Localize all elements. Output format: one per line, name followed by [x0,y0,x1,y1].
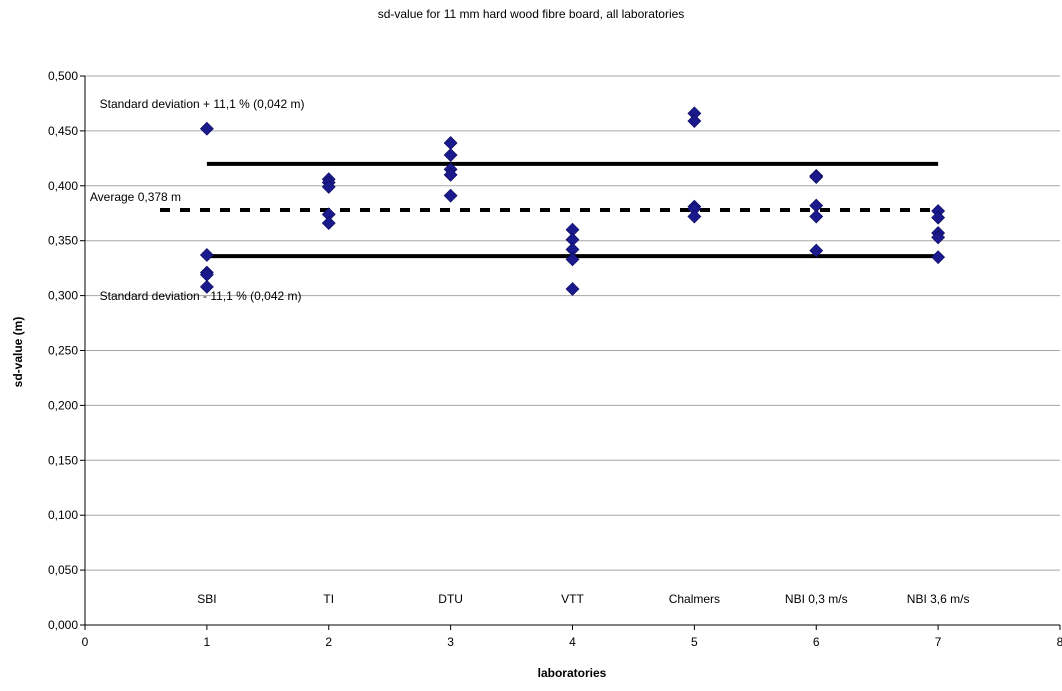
category-label: NBI 0,3 m/s [785,592,848,606]
y-tick-label: 0,150 [48,453,78,467]
data-point [565,282,580,296]
data-point [809,243,824,258]
data-point [443,148,458,162]
category-label: DTU [438,592,463,606]
data-point [321,179,336,194]
y-axis-label: sd-value (m) [11,317,25,388]
x-axis-label: laboratories [538,666,607,680]
x-tick-label: 3 [447,635,454,649]
y-tick-label: 0,500 [48,69,78,83]
y-tick-label: 0,050 [48,563,78,577]
y-tick-label: 0,200 [48,398,78,412]
data-point [199,121,214,136]
data-point [687,114,702,128]
data-point [199,248,214,262]
category-label: Chalmers [669,592,720,606]
category-label: VTT [561,592,584,606]
data-point [809,170,824,184]
data-point [931,250,946,265]
data-point [565,252,580,267]
x-tick-label: 6 [813,635,820,649]
y-tick-label: 0,400 [48,179,78,193]
reference-line-label: Standard deviation + 11,1 % (0,042 m) [100,97,305,111]
y-tick-label: 0,350 [48,234,78,248]
y-tick-label: 0,100 [48,508,78,522]
data-point [443,167,458,182]
y-tick-label: 0,000 [48,618,78,632]
reference-line-label: Standard deviation - 11,1 % (0,042 m) [100,289,302,303]
data-point [931,230,946,245]
x-tick-label: 7 [935,635,942,649]
x-tick-label: 4 [569,635,576,649]
category-label: SBI [197,592,216,606]
category-label: NBI 3,6 m/s [907,592,970,606]
y-tick-label: 0,450 [48,124,78,138]
y-tick-label: 0,250 [48,344,78,358]
data-point [321,216,336,231]
data-point [687,209,702,224]
x-tick-label: 0 [82,635,89,649]
data-point [809,209,824,224]
chart-title: sd-value for 11 mm hard wood fibre board… [378,7,685,21]
x-tick-label: 2 [325,635,332,649]
category-label: TI [323,592,334,606]
data-point [931,210,946,225]
data-point [443,136,458,150]
x-tick-label: 8 [1057,635,1062,649]
reference-line-label: Average 0,378 m [90,190,181,204]
x-tick-label: 1 [204,635,211,649]
data-point [199,279,214,294]
y-tick-label: 0,300 [48,289,78,303]
x-tick-label: 5 [691,635,698,649]
data-point [443,188,458,203]
